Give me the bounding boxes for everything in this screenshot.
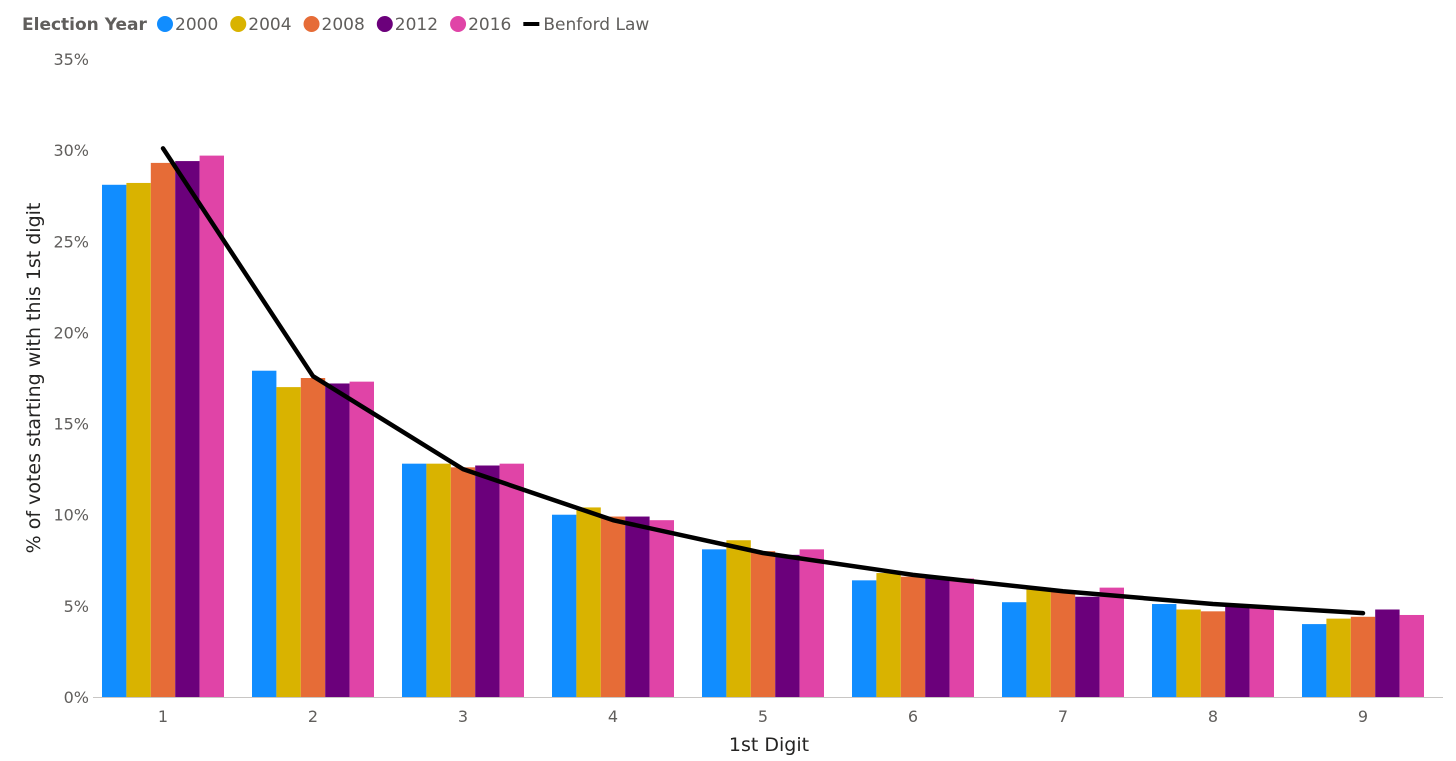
bar-2016-digit-8[interactable] bbox=[1249, 607, 1274, 697]
x-axis-title: 1st Digit bbox=[729, 734, 809, 756]
x-tick-label: 5 bbox=[758, 707, 768, 726]
x-tick-label: 4 bbox=[608, 707, 618, 726]
legend-marker-circle-icon bbox=[376, 16, 393, 32]
bar-2004-digit-8[interactable] bbox=[1176, 609, 1201, 698]
x-tick-label: 7 bbox=[1058, 707, 1068, 726]
bar-2016-digit-6[interactable] bbox=[949, 578, 974, 697]
legend-title: Election Year bbox=[22, 15, 147, 35]
bar-2012-digit-7[interactable] bbox=[1075, 596, 1100, 697]
legend-item-2016[interactable]: 2016 bbox=[450, 15, 511, 35]
bar-2008-digit-3[interactable] bbox=[450, 467, 476, 697]
bar-2000-digit-2[interactable] bbox=[252, 370, 277, 697]
bar-2016-digit-4[interactable] bbox=[649, 520, 674, 697]
bar-2004-digit-5[interactable] bbox=[726, 540, 751, 697]
y-tick-label: 30% bbox=[53, 141, 89, 160]
legend-item-2004[interactable]: 2004 bbox=[230, 15, 292, 35]
bar-2008-digit-4[interactable] bbox=[600, 516, 626, 697]
x-tick-label: 6 bbox=[908, 707, 918, 726]
bar-2008-digit-8[interactable] bbox=[1200, 611, 1226, 697]
bar-2008-digit-5[interactable] bbox=[750, 551, 776, 697]
x-tick-label: 3 bbox=[458, 707, 468, 726]
bar-2016-digit-3[interactable] bbox=[499, 463, 524, 697]
y-tick-label: 5% bbox=[64, 597, 89, 616]
bar-2016-digit-7[interactable] bbox=[1099, 587, 1124, 697]
x-axis: 1 2 3 4 5 6 7 8 9 bbox=[93, 697, 1443, 726]
bar-2008-digit-1[interactable] bbox=[150, 162, 176, 697]
bar-2016-digit-9[interactable] bbox=[1399, 614, 1424, 697]
legend-item-2008[interactable]: 2008 bbox=[303, 15, 365, 35]
bar-2004-digit-9[interactable] bbox=[1326, 618, 1351, 697]
x-tick-label: 8 bbox=[1208, 707, 1218, 726]
y-tick-label: 25% bbox=[53, 232, 89, 251]
bar-2012-digit-2[interactable] bbox=[325, 383, 350, 697]
x-tick-label: 9 bbox=[1358, 707, 1368, 726]
bar-2008-digit-7[interactable] bbox=[1050, 591, 1076, 697]
legend-label: 2016 bbox=[468, 15, 511, 35]
legend: Election Year 2000 2004 2008 2012 2016 Benfor… bbox=[22, 15, 649, 35]
bar-2004-digit-4[interactable] bbox=[576, 507, 601, 697]
bar-2004-digit-2[interactable] bbox=[276, 387, 301, 697]
bar-2008-digit-6[interactable] bbox=[900, 576, 926, 697]
y-tick-label: 10% bbox=[53, 506, 89, 525]
bar-2000-digit-8[interactable] bbox=[1152, 604, 1177, 697]
y-tick-label: 35% bbox=[53, 50, 89, 69]
bar-2012-digit-9[interactable] bbox=[1375, 609, 1400, 698]
bars bbox=[102, 155, 1424, 698]
bar-2012-digit-6[interactable] bbox=[925, 576, 950, 697]
legend-label: 2004 bbox=[248, 15, 291, 35]
legend-label: 2008 bbox=[322, 15, 365, 35]
y-tick-label: 20% bbox=[53, 323, 89, 342]
bar-2004-digit-6[interactable] bbox=[876, 573, 901, 697]
y-tick-label: 0% bbox=[64, 688, 89, 707]
legend-label: 2012 bbox=[395, 15, 438, 35]
bar-2016-digit-1[interactable] bbox=[199, 155, 224, 698]
legend-item-2000[interactable]: 2000 bbox=[157, 15, 218, 35]
benford-law-line[interactable] bbox=[160, 146, 1366, 616]
bar-2004-digit-3[interactable] bbox=[426, 463, 451, 697]
legend-item-benford-law[interactable]: Benford Law bbox=[523, 15, 649, 35]
bar-2000-digit-3[interactable] bbox=[402, 463, 427, 697]
bar-2008-digit-9[interactable] bbox=[1350, 616, 1376, 697]
bar-2012-digit-5[interactable] bbox=[775, 554, 800, 697]
bar-2004-digit-1[interactable] bbox=[126, 182, 151, 697]
line-layer bbox=[160, 146, 1366, 616]
x-tick-label: 2 bbox=[308, 707, 318, 726]
bar-2016-digit-2[interactable] bbox=[349, 381, 374, 697]
bar-2008-digit-2[interactable] bbox=[300, 378, 326, 697]
y-axis: 0% 5% 10% 15% 20% 25% 30% 35% bbox=[53, 50, 89, 707]
bar-2000-digit-1[interactable] bbox=[102, 184, 127, 697]
bar-2000-digit-9[interactable] bbox=[1302, 624, 1327, 697]
bar-2004-digit-7[interactable] bbox=[1026, 587, 1051, 697]
legend-item-2012[interactable]: 2012 bbox=[376, 15, 438, 35]
y-tick-label: 15% bbox=[53, 415, 89, 434]
legend-marker-circle-icon bbox=[230, 16, 247, 32]
bar-2000-digit-4[interactable] bbox=[552, 514, 577, 697]
legend-marker-circle-icon bbox=[450, 16, 467, 32]
y-axis-title: % of votes starting with this 1st digit bbox=[23, 203, 45, 554]
legend-label: 2000 bbox=[175, 15, 218, 35]
bar-2000-digit-5[interactable] bbox=[702, 549, 727, 697]
x-tick-label: 1 bbox=[158, 707, 168, 726]
bar-2000-digit-7[interactable] bbox=[1002, 602, 1027, 697]
bar-2012-digit-1[interactable] bbox=[175, 161, 200, 697]
bar-2000-digit-6[interactable] bbox=[852, 580, 877, 697]
bar-2012-digit-4[interactable] bbox=[625, 516, 650, 697]
legend-marker-circle-icon bbox=[157, 16, 173, 32]
legend-label: Benford Law bbox=[543, 15, 649, 35]
bar-2016-digit-5[interactable] bbox=[799, 549, 824, 697]
bar-2012-digit-3[interactable] bbox=[475, 465, 500, 698]
legend-marker-circle-icon bbox=[303, 16, 320, 32]
bar-2012-digit-8[interactable] bbox=[1225, 604, 1250, 697]
